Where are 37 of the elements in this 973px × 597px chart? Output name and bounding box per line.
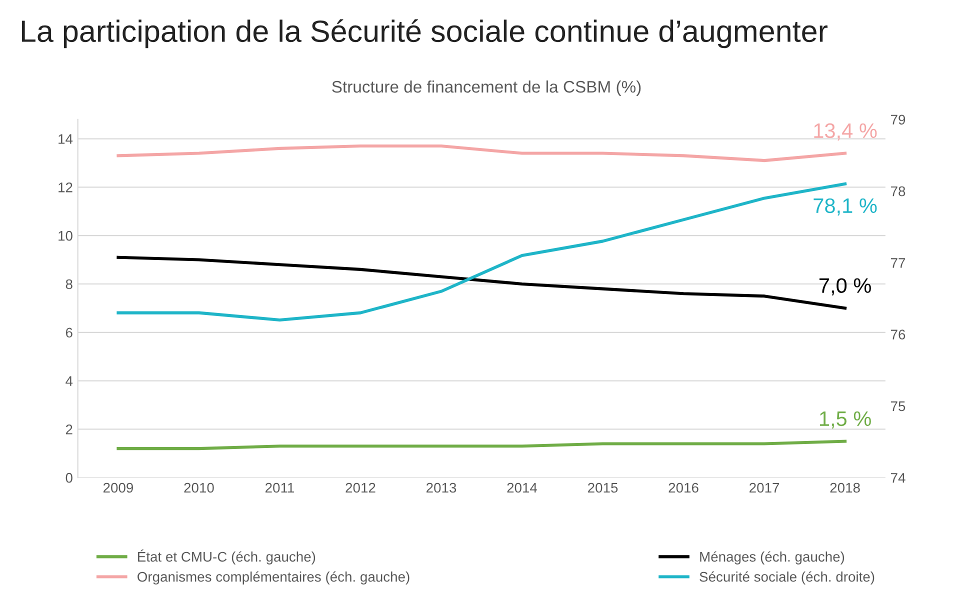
y2-tick-label: 75 [891,401,906,412]
y2-tick-label: 77 [891,258,906,268]
y2-tick-label: 74 [891,473,906,483]
y2-tick-label: 78 [891,186,906,196]
line-series [116,440,847,450]
y2-tick-label: 76 [891,330,906,340]
x-tick-label: 2011 [266,482,294,493]
y-tick-label: 14 [58,134,73,144]
x-tick-label: 2017 [750,482,780,493]
annotation: 1,5 % [820,411,871,429]
line-series [116,144,847,162]
y-tick-label: 12 [58,182,72,192]
annotation: 78,1 % [814,198,877,216]
line-series [116,256,847,310]
y-tick-label: 4 [66,376,73,386]
y-tick-label: 2 [66,424,72,434]
x-tick-label: 2014 [507,482,538,493]
x-tick-label: 2012 [346,482,376,493]
y-tick-label: 6 [66,328,72,338]
x-tick-label: 2013 [426,482,456,493]
x-tick-label: 2018 [830,482,860,493]
y-tick-label: 8 [66,279,72,290]
annotation: 7,0 % [819,278,871,296]
legend-label: Organismes complémentaires (éch. gauche) [138,571,410,584]
chart-title: La participation de la Sécurité sociale continue d’augmenter [22,19,828,48]
x-tick-label: 2009 [103,482,134,493]
y-tick-label: 10 [58,230,72,241]
x-tick-label: 2015 [588,482,618,493]
chart-subtitle: Structure de financement de la CSBM (%) [332,80,641,96]
y2-tick-label: 79 [891,114,906,125]
x-tick-label: 2016 [668,482,698,493]
legend-label: Sécurité sociale (éch. droite) [700,571,874,584]
y-tick-label: 0 [66,472,72,483]
x-tick-label: 2010 [184,482,214,493]
legend-label: Ménages (éch. gauche) [700,551,844,564]
annotation: 13,4 % [814,123,877,141]
legend-label: État et CMU-C (éch. gauche) [138,550,316,564]
